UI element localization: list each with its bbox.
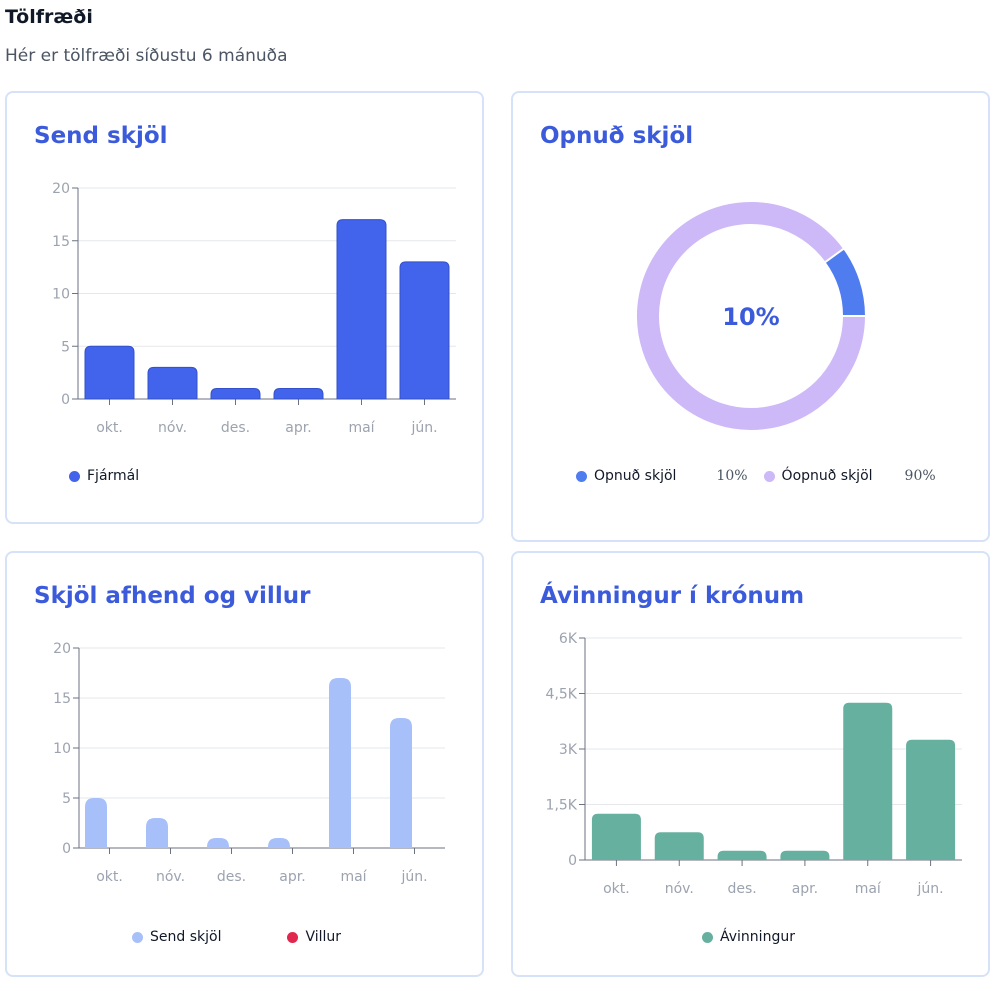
bar-ávinningur xyxy=(906,739,956,860)
legend-label-avinningur: Ávinningur xyxy=(720,929,795,945)
delivered-documents-title: Skjöl afhend og villur xyxy=(34,583,311,609)
x-tick-label: maí xyxy=(340,869,367,885)
bar-send-skjöl xyxy=(390,718,412,848)
opened-documents-chart: 10% xyxy=(637,202,866,430)
legend-label-unopened: Óopnuð skjöl xyxy=(781,468,873,484)
bar-fjármál xyxy=(84,345,135,400)
legend-dot-unopened xyxy=(763,470,775,482)
bar-send-skjöl xyxy=(207,838,229,848)
x-tick-label: nóv. xyxy=(158,420,187,436)
legend-dot-opened xyxy=(576,470,587,482)
y-tick-label: 20 xyxy=(53,641,71,657)
y-tick-label: 6K xyxy=(559,631,578,647)
bar-fjármál xyxy=(399,261,450,400)
savings-title: Ávinningur í krónum xyxy=(540,583,805,609)
x-tick-label: jún. xyxy=(917,881,944,897)
x-tick-label: jún. xyxy=(400,869,427,885)
legend-label-fjarmal: Fjármál xyxy=(87,468,140,484)
page-subtitle: Hér er tölfræði síðustu 6 mánuða xyxy=(5,46,288,66)
legend-label-villur: Villur xyxy=(305,929,342,945)
y-tick-label: 15 xyxy=(53,691,71,707)
x-tick-label: jún. xyxy=(410,420,437,436)
sent-documents-chart: 0 5 10 15 20 okt. nóv. des. apr. maí jún. xyxy=(52,181,456,436)
x-tick-label: maí xyxy=(348,420,375,436)
legend-value-unopened: 90% xyxy=(904,468,936,484)
bar-ávinningur xyxy=(654,832,704,860)
x-tick-label: maí xyxy=(855,881,882,897)
sent-documents-title: Send skjöl xyxy=(34,123,168,149)
y-tick-label: 10 xyxy=(52,287,70,303)
x-tick-label: apr. xyxy=(285,420,311,436)
x-tick-label: apr. xyxy=(792,881,818,897)
x-tick-label: apr. xyxy=(279,869,305,885)
x-tick-label: okt. xyxy=(96,420,123,436)
savings-card: Ávinningur í krónum 0 1,5K 3K 4,5K 6K okt. nóv… xyxy=(511,551,990,977)
donut-center-label: 10% xyxy=(722,303,779,331)
legend-dot-send-skjol xyxy=(132,931,143,943)
donut-slice-unopened xyxy=(637,202,865,430)
y-tick-label: 3K xyxy=(559,742,578,758)
legend-dot-fjarmal xyxy=(69,470,80,482)
legend-dot-avinningur xyxy=(702,931,713,943)
bar-ávinningur xyxy=(843,702,893,860)
y-tick-label: 1,5K xyxy=(546,798,578,814)
bar-fjármál xyxy=(336,219,387,400)
y-tick-label: 4,5K xyxy=(546,687,578,703)
page-title: Tölfræði xyxy=(5,6,93,28)
donut-slice-opened xyxy=(825,248,865,317)
delivered-documents-card: Skjöl afhend og villur 0 5 10 15 20 okt. nóv. d… xyxy=(5,551,484,977)
opened-documents-card: Opnuð skjöl 10% Opnuð skjöl 10% Óopnuð s… xyxy=(511,91,990,542)
bar-fjármál xyxy=(210,387,261,400)
sent-documents-card: Send skjöl 0 5 10 15 20 okt. nóv. des. apr. maí jú… xyxy=(5,91,484,524)
x-tick-label: okt. xyxy=(603,881,630,897)
opened-documents-title: Opnuð skjöl xyxy=(540,123,694,149)
y-tick-label: 0 xyxy=(62,841,71,857)
legend-label-opened: Opnuð skjöl xyxy=(594,468,677,484)
bar-send-skjöl xyxy=(329,678,351,848)
bar-fjármál xyxy=(273,387,324,400)
savings-chart: 0 1,5K 3K 4,5K 6K okt. nóv. des. apr. maí jún. xyxy=(546,631,962,897)
donut-separator xyxy=(824,247,845,264)
x-tick-label: okt. xyxy=(96,869,123,885)
x-tick-label: des. xyxy=(727,881,756,897)
savings-legend[interactable]: Ávinningur xyxy=(702,929,795,945)
y-tick-label: 5 xyxy=(62,791,71,807)
bar-send-skjöl xyxy=(85,798,107,848)
x-tick-label: nóv. xyxy=(665,881,694,897)
delivered-documents-chart: 0 5 10 15 20 okt. nóv. des. apr. maí jún. xyxy=(53,641,445,885)
bar-send-skjöl xyxy=(146,818,168,848)
bar-ávinningur xyxy=(591,813,641,860)
y-tick-label: 0 xyxy=(61,392,70,408)
x-tick-label: des. xyxy=(221,420,250,436)
bar-ávinningur xyxy=(780,850,830,860)
y-tick-label: 0 xyxy=(568,853,577,869)
bar-ávinningur xyxy=(717,850,767,860)
opened-documents-legend[interactable]: Opnuð skjöl 10% Óopnuð skjöl 90% xyxy=(576,468,936,484)
x-tick-label: nóv. xyxy=(156,869,185,885)
delivered-documents-legend[interactable]: Send skjöl Villur xyxy=(132,929,341,945)
legend-value-opened: 10% xyxy=(716,468,748,484)
x-tick-label: des. xyxy=(217,869,246,885)
legend-dot-villur xyxy=(287,931,299,943)
y-tick-label: 20 xyxy=(52,181,70,197)
bar-send-skjöl xyxy=(268,838,290,848)
y-tick-label: 10 xyxy=(53,741,71,757)
bar-fjármál xyxy=(147,366,198,400)
sent-documents-legend[interactable]: Fjármál xyxy=(69,468,139,484)
y-tick-label: 15 xyxy=(52,234,70,250)
y-tick-label: 5 xyxy=(61,339,70,355)
legend-label-send-skjol: Send skjöl xyxy=(150,929,222,945)
